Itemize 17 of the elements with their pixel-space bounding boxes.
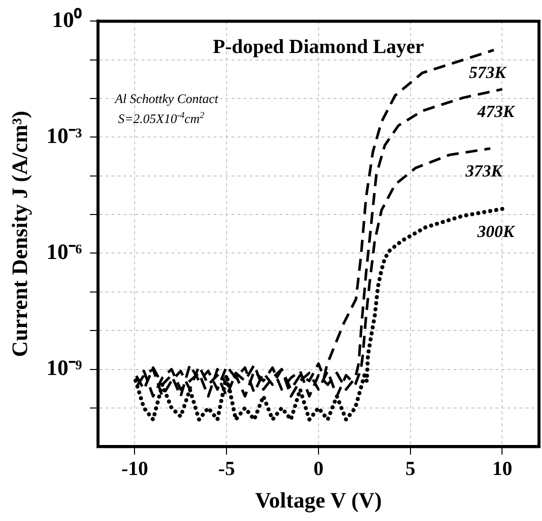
- x-tick-label: 5: [405, 458, 416, 480]
- x-tick-label: 10: [492, 458, 512, 480]
- y-tick-label: 10⁻⁶: [46, 238, 82, 264]
- x-tick-label: -5: [218, 458, 235, 480]
- series-label: 373K: [464, 162, 504, 181]
- x-axis-title: Voltage V (V): [255, 487, 382, 512]
- y-tick-label: 10⁻⁹: [46, 354, 82, 380]
- y-tick-label: 10⁻³: [46, 122, 82, 148]
- text: P-doped Diamond Layer: [212, 36, 424, 58]
- series-label: 300K: [476, 222, 516, 241]
- annotation: Al Schottky Contact: [114, 91, 219, 106]
- y-tick-label: 10⁰: [52, 6, 82, 32]
- y-axis-title: Current Density J (A/cm³): [6, 110, 32, 358]
- x-tick-label: -10: [121, 458, 148, 480]
- series-label: 473K: [476, 102, 516, 122]
- series-label: 573K: [468, 63, 508, 82]
- x-tick-label: 0: [314, 458, 324, 480]
